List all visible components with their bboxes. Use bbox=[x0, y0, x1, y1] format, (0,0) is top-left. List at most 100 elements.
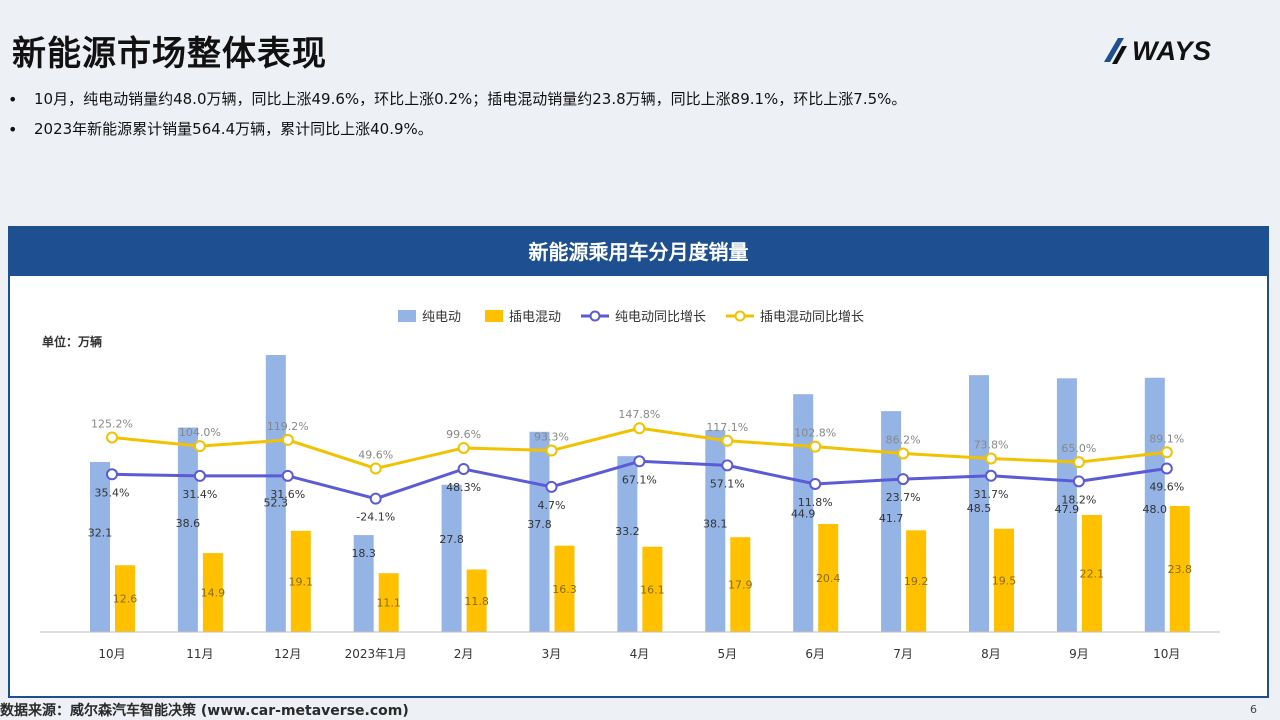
bar-bev-label: 27.8 bbox=[439, 533, 464, 546]
label-phev-yoy: 125.2% bbox=[91, 417, 133, 430]
x-tick-label: 5月 bbox=[717, 647, 737, 661]
bar-phev-label: 20.4 bbox=[816, 572, 841, 585]
legend-swatch bbox=[398, 310, 416, 322]
label-phev-yoy: 73.8% bbox=[974, 439, 1009, 452]
bar-phev-label: 11.8 bbox=[464, 595, 489, 608]
label-phev-yoy: 93.3% bbox=[534, 431, 569, 444]
x-tick-label: 7月 bbox=[893, 647, 913, 661]
bar-phev bbox=[730, 537, 751, 632]
bar-bev-label: 33.2 bbox=[615, 525, 640, 538]
point-phev-yoy bbox=[633, 422, 646, 435]
point-bev-yoy bbox=[369, 492, 382, 505]
point-bev-yoy bbox=[1072, 475, 1085, 488]
bar-phev bbox=[642, 546, 663, 632]
page-number: 6 bbox=[1250, 703, 1257, 716]
bar-bev-label: 41.7 bbox=[879, 512, 904, 525]
point-bev-yoy bbox=[106, 468, 118, 481]
x-axis-ticks: 10月 11月 12月 2023年1月 2月 3月 4月 5月 6月 7月 8月 9月 10月 bbox=[98, 647, 1180, 661]
bar-bev bbox=[90, 461, 110, 632]
ways-logo-icon bbox=[1104, 38, 1127, 64]
bar-phev bbox=[818, 523, 839, 632]
point-phev-yoy bbox=[457, 441, 470, 454]
bar-bev-label: 52.3 bbox=[264, 496, 289, 509]
label-bev-yoy: -24.1% bbox=[356, 511, 395, 524]
summary-bullets: 10月，纯电动销量约48.0万辆，同比上涨49.6%，环比上涨0.2%；插电混动… bbox=[6, 90, 906, 150]
point-phev-yoy bbox=[1160, 446, 1173, 459]
x-tick-label: 3月 bbox=[542, 647, 562, 661]
chart-legend: 纯电动 插电混动 纯电动同比增长 插电混动同比增长 bbox=[398, 310, 864, 325]
sales-chart: 纯电动 插电混动 纯电动同比增长 插电混动同比增长 单位：万辆 32.1 12.6 38.… bbox=[40, 310, 1220, 661]
bar-phev-label: 19.5 bbox=[992, 574, 1017, 587]
legend-marker bbox=[734, 310, 746, 322]
bar-phev-label: 16.3 bbox=[552, 583, 577, 596]
label-phev-yoy: 119.2% bbox=[267, 420, 309, 433]
bar-bev bbox=[705, 430, 726, 632]
bar-bev-label: 48.0 bbox=[1143, 503, 1168, 516]
point-phev-yoy bbox=[281, 433, 294, 446]
legend-label: 纯电动 bbox=[422, 310, 461, 325]
bar-bev bbox=[265, 355, 286, 632]
bullet-item: 10月，纯电动销量约48.0万辆，同比上涨49.6%，环比上涨0.2%；插电混动… bbox=[6, 90, 906, 109]
legend-swatch bbox=[485, 310, 503, 322]
bar-bev-label: 38.1 bbox=[703, 517, 728, 530]
point-bev-yoy bbox=[897, 473, 910, 486]
label-bev-yoy: 31.7% bbox=[974, 488, 1009, 501]
bar-phev bbox=[994, 528, 1014, 632]
unit-label: 单位：万辆 bbox=[42, 334, 102, 349]
label-bev-yoy: 31.6% bbox=[270, 488, 305, 501]
label-phev-yoy: 117.1% bbox=[706, 421, 748, 434]
point-phev-yoy bbox=[106, 431, 118, 444]
bar-phev bbox=[466, 569, 487, 632]
x-tick-label: 8月 bbox=[981, 647, 1001, 661]
point-phev-yoy bbox=[193, 440, 206, 453]
bar-bev bbox=[441, 484, 462, 632]
bar-phev-label: 17.9 bbox=[728, 579, 753, 592]
label-bev-yoy: 18.2% bbox=[1061, 493, 1096, 506]
bar-phev bbox=[1169, 505, 1190, 632]
point-bev-yoy bbox=[545, 480, 558, 493]
legend-label: 插电混动 bbox=[509, 310, 561, 325]
point-bev-yoy bbox=[721, 459, 734, 472]
label-bev-yoy: 49.6% bbox=[1149, 480, 1184, 493]
point-phev-yoy bbox=[809, 440, 822, 453]
point-phev-yoy bbox=[721, 434, 734, 447]
point-bev-yoy bbox=[985, 469, 997, 482]
x-tick-label: 6月 bbox=[805, 647, 825, 661]
label-bev-yoy: 4.7% bbox=[538, 499, 566, 512]
bar-phev bbox=[378, 573, 399, 632]
bar-phev-label: 12.6 bbox=[113, 593, 138, 606]
bar-phev-label: 14.9 bbox=[201, 587, 226, 600]
bar-bev-label: 44.9 bbox=[791, 507, 816, 520]
point-phev-yoy bbox=[985, 452, 997, 465]
bar-bev-label: 38.6 bbox=[176, 517, 201, 530]
label-phev-yoy: 86.2% bbox=[886, 433, 921, 446]
bar-bev bbox=[793, 394, 814, 632]
x-tick-label: 9月 bbox=[1069, 647, 1089, 661]
x-tick-label: 11月 bbox=[186, 647, 213, 661]
bar-phev bbox=[115, 565, 135, 632]
bar-phev-label: 11.1 bbox=[376, 597, 401, 610]
bar-bev bbox=[1144, 377, 1165, 632]
label-phev-yoy: 99.6% bbox=[446, 428, 481, 441]
x-tick-label: 2月 bbox=[454, 647, 474, 661]
label-bev-yoy: 23.7% bbox=[886, 491, 921, 504]
bar-bev-label: 37.8 bbox=[527, 518, 552, 531]
point-phev-yoy bbox=[897, 447, 910, 460]
point-bev-yoy bbox=[281, 469, 294, 482]
bars-layer: 32.1 12.6 38.6 14.9 52.3 19.1 18.3 11.1 27.8 11.8… bbox=[88, 355, 1192, 632]
x-tick-label: 12月 bbox=[274, 647, 301, 661]
x-tick-label: 4月 bbox=[630, 647, 650, 661]
bar-phev bbox=[554, 545, 575, 632]
bar-bev bbox=[617, 456, 638, 632]
point-phev-yoy bbox=[1072, 456, 1085, 469]
x-tick-label: 10月 bbox=[98, 647, 125, 661]
point-bev-yoy bbox=[809, 477, 822, 490]
legend-marker bbox=[589, 310, 601, 322]
bar-bev bbox=[881, 411, 902, 632]
point-bev-yoy bbox=[457, 462, 470, 475]
bar-phev-label: 23.8 bbox=[1168, 563, 1193, 576]
label-phev-yoy: 102.8% bbox=[794, 427, 836, 440]
x-tick-label: 10月 bbox=[1153, 647, 1180, 661]
bar-bev-label: 48.5 bbox=[967, 502, 992, 515]
label-phev-yoy: 104.0% bbox=[179, 426, 221, 439]
